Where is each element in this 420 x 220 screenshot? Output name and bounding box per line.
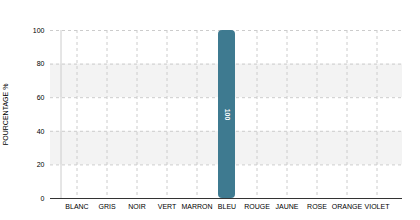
svg-text:100: 100 bbox=[224, 109, 231, 121]
svg-text:NOIR: NOIR bbox=[128, 203, 146, 210]
svg-text:VIOLET: VIOLET bbox=[365, 203, 391, 210]
svg-text:GRIS: GRIS bbox=[98, 203, 115, 210]
svg-text:MARRON: MARRON bbox=[181, 203, 212, 210]
svg-text:JAUNE: JAUNE bbox=[276, 203, 299, 210]
svg-text:20: 20 bbox=[37, 161, 45, 168]
svg-text:0: 0 bbox=[41, 195, 45, 202]
svg-text:ROSE: ROSE bbox=[307, 203, 327, 210]
svg-text:ROUGE: ROUGE bbox=[244, 203, 270, 210]
svg-text:BLANC: BLANC bbox=[65, 203, 88, 210]
svg-text:80: 80 bbox=[37, 60, 45, 67]
svg-text:60: 60 bbox=[37, 94, 45, 101]
svg-text:BLEU: BLEU bbox=[218, 203, 236, 210]
svg-text:100: 100 bbox=[33, 27, 45, 34]
svg-text:ORANGE: ORANGE bbox=[332, 203, 363, 210]
svg-text:POURCENTAGE %: POURCENTAGE % bbox=[2, 84, 9, 146]
svg-text:40: 40 bbox=[37, 128, 45, 135]
svg-text:VERT: VERT bbox=[158, 203, 177, 210]
